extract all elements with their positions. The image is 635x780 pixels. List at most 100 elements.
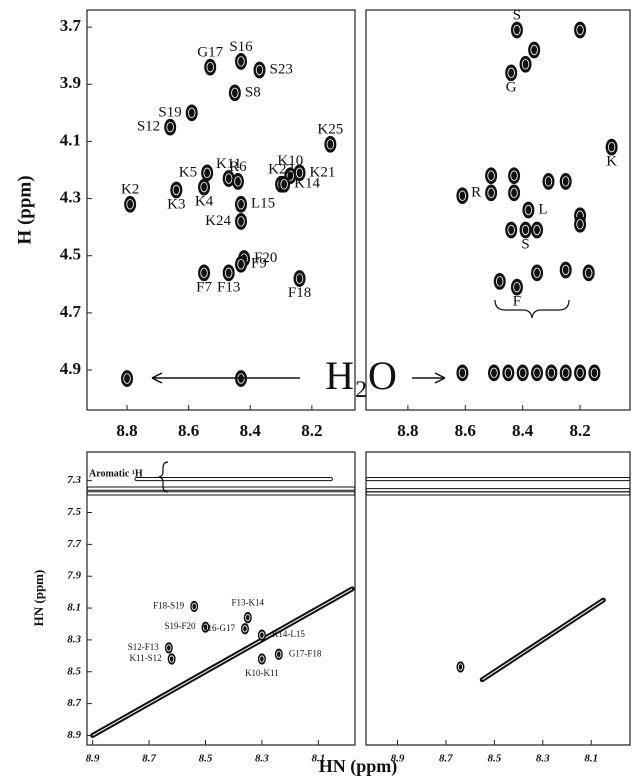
x-tick-label: 8.2 xyxy=(569,421,590,440)
peak xyxy=(456,364,469,382)
peak-contour xyxy=(513,24,521,36)
band xyxy=(87,491,355,496)
peak-label: K3 xyxy=(167,196,185,212)
peak xyxy=(164,118,177,136)
peak-contour xyxy=(280,179,288,190)
peak-label: F20 xyxy=(254,250,277,266)
peak-contour xyxy=(458,190,467,201)
peak xyxy=(545,364,558,382)
peak-contour xyxy=(576,219,584,230)
peak xyxy=(508,184,521,202)
band xyxy=(366,491,630,496)
plot-area xyxy=(366,476,630,683)
peak xyxy=(293,164,306,182)
peak-label: F18 xyxy=(288,285,311,301)
peak-label: K14 xyxy=(294,176,320,192)
peak xyxy=(278,175,291,193)
peak-contour xyxy=(203,167,211,179)
peak xyxy=(559,261,572,279)
peak xyxy=(559,364,572,382)
peak xyxy=(508,167,521,185)
peak-label: F18-S19 xyxy=(153,601,185,611)
peak-contour xyxy=(518,367,527,379)
y-tick-label: 3.9 xyxy=(60,73,81,92)
peak-label: K11 xyxy=(216,156,241,172)
peak-contour xyxy=(234,176,242,187)
peak-contour xyxy=(206,61,214,73)
peak xyxy=(588,364,601,382)
peak xyxy=(502,364,515,382)
peak xyxy=(231,173,244,190)
peak-contour xyxy=(237,259,245,270)
peak xyxy=(516,364,529,382)
peak xyxy=(531,221,544,239)
band xyxy=(87,486,355,491)
peak xyxy=(505,64,518,82)
peak-label: F13-K14 xyxy=(232,598,265,608)
y-tick-label: 4.5 xyxy=(60,245,81,264)
peak-contour xyxy=(259,631,265,639)
peak-label: K4 xyxy=(195,194,214,210)
peak-contour xyxy=(521,224,530,236)
y-axis-title: HN (ppm) xyxy=(31,570,46,627)
y-tick-label: 3.7 xyxy=(60,16,82,35)
peak-contour xyxy=(242,625,248,633)
peak xyxy=(574,364,587,382)
peak-contour xyxy=(200,267,208,279)
diagonal-contour xyxy=(481,599,604,681)
x-tick-label: 8.7 xyxy=(439,753,453,765)
peak xyxy=(293,270,306,287)
peak xyxy=(243,612,252,624)
peak-contour xyxy=(490,367,498,379)
peak-contour xyxy=(237,56,245,67)
plot-area xyxy=(87,476,355,738)
arrow-head xyxy=(151,372,163,384)
peak-label: S23 xyxy=(270,61,293,77)
brace xyxy=(494,299,570,319)
peak xyxy=(582,264,595,282)
plot-frame xyxy=(365,451,631,746)
peak-contour xyxy=(166,644,172,652)
peak-label: K14-L15 xyxy=(272,629,305,639)
peak-contour xyxy=(458,367,467,379)
peak xyxy=(510,21,523,39)
peak xyxy=(228,84,241,102)
peak xyxy=(559,173,572,190)
peak xyxy=(170,181,183,199)
peak-contour xyxy=(225,173,233,184)
peak-contour xyxy=(530,44,538,56)
x-tick-label: 8.3 xyxy=(536,753,550,765)
x-axis-title: HN (ppm) xyxy=(319,756,398,777)
peak xyxy=(257,653,266,665)
peak-contour xyxy=(295,167,304,179)
peak-contour xyxy=(166,121,174,133)
y-tick-label: 7.9 xyxy=(67,570,81,582)
peak xyxy=(240,623,249,635)
peak-label: K xyxy=(606,154,617,170)
peak-contour xyxy=(533,367,541,379)
peak xyxy=(190,600,199,613)
peak-contour xyxy=(276,650,282,658)
peak xyxy=(201,621,210,633)
peak-contour xyxy=(576,24,584,36)
peak-contour xyxy=(237,199,245,210)
peak-contour xyxy=(231,87,239,99)
peak-label: R xyxy=(471,184,481,200)
peak-label: F13 xyxy=(217,279,240,295)
peak-label: R6 xyxy=(229,159,247,175)
peak-contour xyxy=(255,64,264,76)
peak xyxy=(164,642,173,654)
peak xyxy=(121,370,134,387)
peak-label: S19-F20 xyxy=(164,621,196,631)
peak-contour xyxy=(562,176,570,187)
band xyxy=(366,476,630,482)
peak xyxy=(198,264,211,282)
peak-contour xyxy=(533,267,541,279)
peak-contour xyxy=(524,204,533,216)
peak-contour xyxy=(584,267,593,279)
peak xyxy=(456,661,465,673)
diagonal-contour xyxy=(92,588,353,736)
y-tick-label: 7.5 xyxy=(67,506,81,518)
peak-label: S19 xyxy=(158,104,181,120)
peak-contour xyxy=(225,267,233,279)
